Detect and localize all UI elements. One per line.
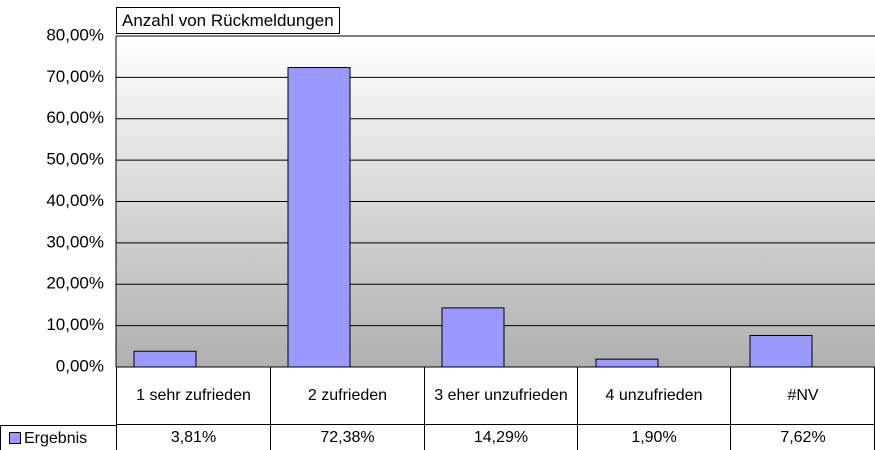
y-tick-label: 10,00% — [46, 315, 104, 334]
y-tick-label: 80,00% — [46, 25, 104, 44]
data-table-value: 72,38% — [270, 425, 424, 450]
data-table-value: 1,90% — [577, 425, 730, 450]
y-tick-label: 50,00% — [46, 150, 104, 169]
y-tick-label: 60,00% — [46, 108, 104, 127]
y-tick-label: 40,00% — [46, 191, 104, 210]
bar — [749, 334, 813, 368]
data-table-value: 14,29% — [424, 425, 577, 450]
y-tick-label: 70,00% — [46, 67, 104, 86]
x-tick-label: #NV — [730, 367, 875, 425]
bar — [133, 350, 197, 368]
data-table-value: 3,81% — [116, 425, 270, 450]
legend-swatch — [9, 432, 21, 444]
legend-entry: Ergebnis — [0, 425, 116, 450]
x-tick-label: 3 eher unzufrieden — [424, 367, 577, 425]
legend-label: Ergebnis — [24, 429, 88, 447]
bar — [595, 358, 659, 368]
bar — [441, 307, 505, 368]
x-tick-label: 1 sehr zufrieden — [116, 367, 270, 425]
x-tick-label: 4 unzufrieden — [577, 367, 730, 425]
y-tick-label: 30,00% — [46, 232, 104, 251]
y-tick-label: 0,00% — [56, 356, 104, 375]
x-tick-label: 2 zufrieden — [270, 367, 424, 425]
data-table-value: 7,62% — [730, 425, 875, 450]
bar — [287, 67, 351, 368]
y-tick-label: 20,00% — [46, 274, 104, 293]
chart-title: Anzahl von Rückmeldungen — [116, 7, 340, 34]
